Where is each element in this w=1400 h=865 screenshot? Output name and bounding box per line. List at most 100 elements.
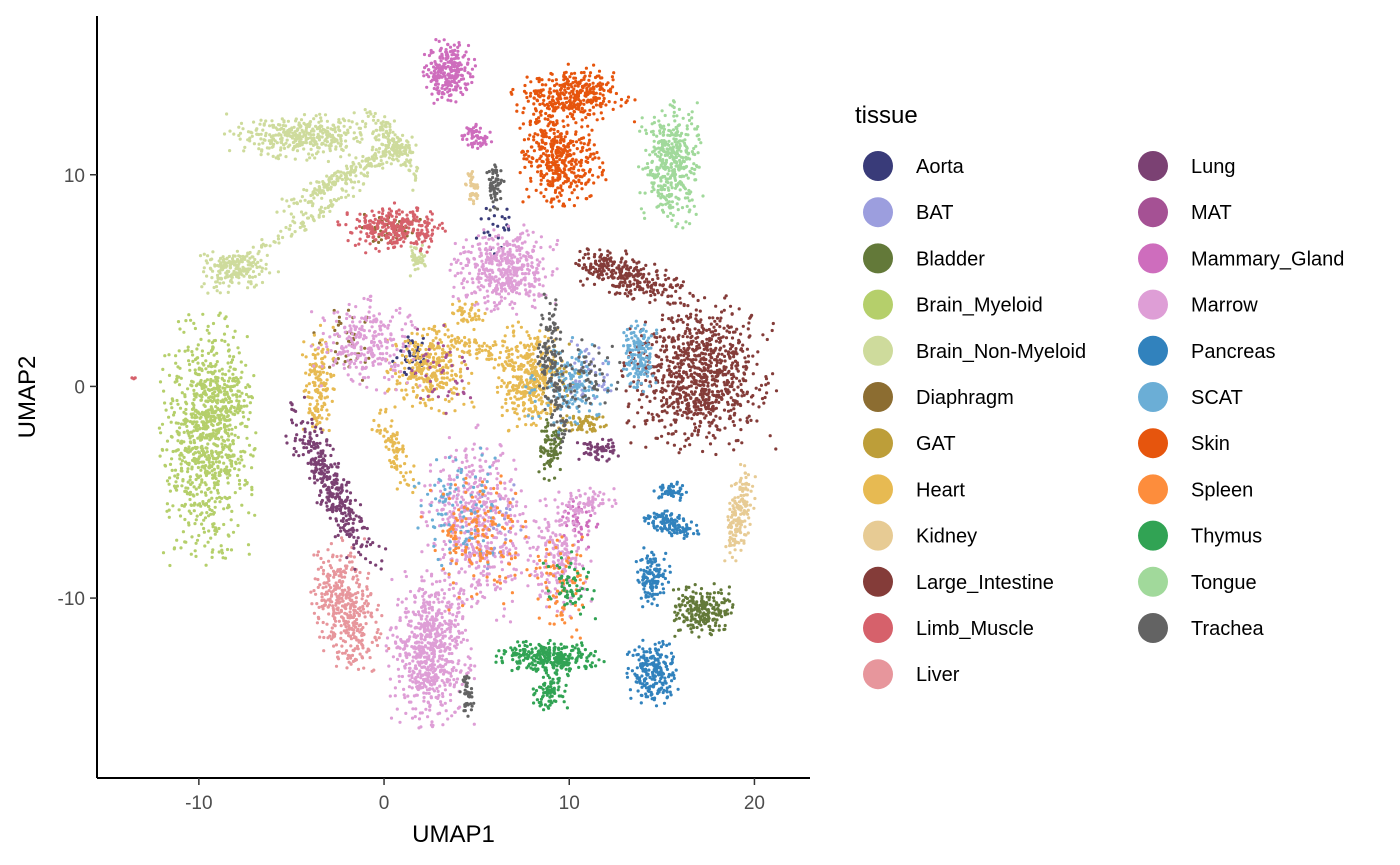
data-point [577, 416, 581, 420]
data-point [718, 340, 722, 344]
data-point [270, 145, 274, 149]
data-point [406, 377, 410, 381]
data-point [724, 349, 728, 353]
data-point [251, 261, 255, 265]
data-point [344, 132, 348, 137]
data-point [545, 418, 549, 422]
data-point [422, 262, 426, 266]
data-point [536, 411, 541, 415]
data-point [715, 618, 719, 622]
data-point [576, 263, 581, 267]
data-point [491, 222, 495, 226]
data-point [641, 287, 645, 291]
data-point [285, 138, 289, 142]
data-point [231, 377, 235, 381]
data-point [225, 112, 229, 116]
data-point [410, 135, 414, 139]
data-point [216, 491, 220, 495]
data-point [224, 398, 228, 402]
data-point [742, 539, 746, 543]
data-point [210, 469, 214, 473]
data-point [622, 265, 626, 269]
data-point [167, 373, 172, 377]
data-point [217, 526, 221, 531]
data-point [334, 138, 338, 142]
data-point [398, 464, 402, 468]
data-point [316, 402, 320, 406]
data-point [194, 554, 198, 559]
data-point [685, 335, 690, 339]
data-point [473, 340, 477, 344]
data-point [571, 414, 576, 418]
data-point [471, 199, 476, 203]
data-point [677, 587, 681, 591]
data-point [203, 411, 207, 415]
data-point [242, 399, 246, 403]
data-point [190, 535, 194, 539]
data-point [585, 430, 589, 434]
data-point [332, 387, 336, 391]
data-point [474, 236, 479, 240]
data-point [661, 381, 665, 385]
data-point [304, 371, 308, 375]
data-point [542, 451, 546, 455]
data-point [720, 397, 724, 401]
data-point [388, 128, 392, 132]
data-point [225, 445, 229, 449]
data-point [430, 375, 434, 379]
data-point [519, 528, 523, 532]
data-point [706, 392, 710, 396]
data-point [170, 435, 174, 439]
data-point [252, 374, 256, 378]
data-point [746, 420, 750, 424]
data-point [157, 426, 161, 430]
data-point [383, 440, 388, 444]
data-point [765, 391, 769, 395]
data-point [175, 398, 179, 403]
data-point [557, 442, 561, 446]
data-point [188, 497, 192, 502]
data-point [390, 147, 394, 151]
data-point [411, 490, 415, 495]
data-point [237, 380, 241, 384]
data-point [320, 404, 324, 408]
data-point [421, 255, 425, 259]
data-point [441, 348, 445, 352]
data-point [344, 164, 349, 168]
data-point [698, 346, 702, 350]
data-point [715, 316, 720, 320]
data-point [381, 154, 385, 158]
data-point [674, 371, 679, 375]
data-point [639, 268, 643, 272]
data-point [702, 604, 706, 608]
data-point [379, 238, 383, 242]
data-point [206, 370, 210, 374]
data-point [661, 313, 665, 317]
data-point [667, 276, 671, 280]
data-point [242, 149, 246, 153]
data-point [175, 374, 179, 378]
data-point [623, 277, 627, 281]
data-point [515, 348, 519, 352]
data-point [704, 388, 708, 392]
data-point [481, 318, 485, 322]
data-point [696, 320, 700, 324]
data-point [664, 288, 668, 292]
data-point [516, 404, 521, 408]
data-point [211, 428, 215, 432]
data-point [522, 343, 526, 347]
data-point [213, 474, 217, 478]
data-point [275, 210, 279, 214]
data-point [211, 548, 215, 552]
data-point [661, 344, 665, 348]
data-point [505, 408, 509, 413]
data-point [739, 332, 743, 336]
data-point [245, 436, 249, 440]
data-point [708, 624, 712, 629]
data-point [298, 199, 303, 203]
data-point [246, 543, 251, 547]
data-point [333, 182, 338, 186]
data-point [235, 383, 239, 387]
data-point [336, 133, 341, 137]
data-point [651, 418, 655, 422]
